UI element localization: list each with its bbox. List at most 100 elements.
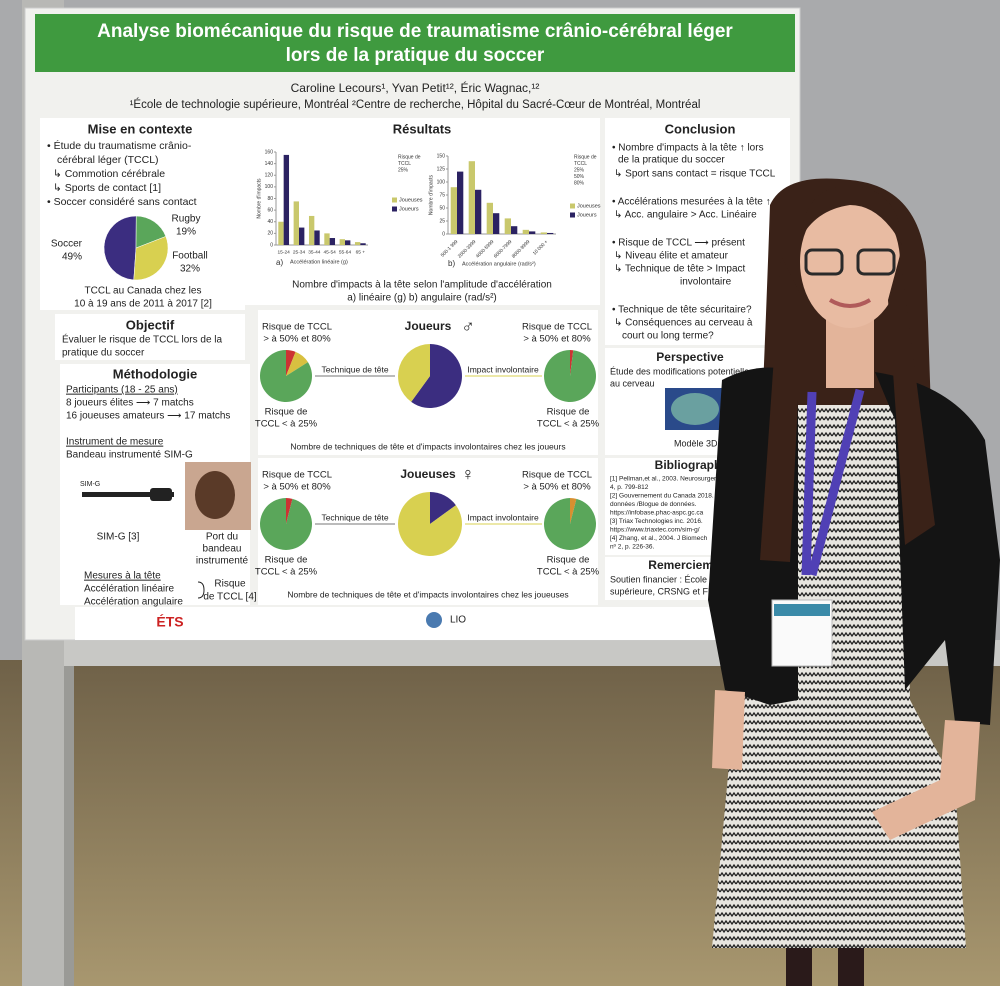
conclusion-line: ↳ Acc. angulaire > Acc. Linéaire	[614, 210, 757, 221]
risk-label: Risque de	[265, 407, 308, 418]
bar	[547, 232, 554, 234]
context-line: • Soccer considéré sans contact	[47, 196, 197, 208]
symbol: ♂	[461, 316, 475, 336]
y-axis-label: Nombre d'impacts	[256, 178, 262, 219]
brain	[671, 393, 719, 425]
reference: nº 2, p. 226-36.	[610, 544, 654, 551]
y-tick-label: 100	[437, 179, 446, 185]
photo-head	[195, 471, 235, 519]
poster-content: Analyse biomécanique du risque de trauma…	[40, 21, 790, 640]
results-box	[245, 118, 600, 305]
risk-label: TCCL < à 25%	[537, 567, 600, 578]
reference: 4, p. 799-812	[610, 484, 649, 491]
y-tick-label: 80	[267, 196, 273, 202]
authors: Caroline Lecours¹, Yvan Petit¹², Éric Wa…	[291, 80, 540, 95]
post-shadow	[64, 666, 74, 986]
bar	[457, 171, 464, 234]
risk-pie	[570, 350, 574, 376]
arrow-label: Technique de tête	[321, 512, 388, 522]
affiliations: ¹École de technologie supérieure, Montré…	[130, 98, 701, 111]
risk-label: > à 50% et 80%	[263, 482, 331, 493]
heading: Perspective	[656, 350, 724, 364]
y-tick-label: 0	[442, 231, 445, 237]
pie-value: 32%	[180, 264, 200, 275]
smile	[828, 298, 872, 308]
y-tick-label: 0	[270, 242, 273, 248]
context-line: cérébral léger (TCCL)	[57, 154, 159, 166]
conclusion-line: • Technique de tête sécuritaire?	[612, 305, 752, 316]
risk-legend: 25%	[574, 167, 585, 173]
risk-legend: TCCL	[574, 161, 587, 167]
legend-label: Joueuses	[399, 197, 423, 203]
caption: a) linéaire (g) b) angulaire (rad/s²)	[347, 293, 497, 304]
risk-pie	[544, 498, 597, 550]
person	[708, 178, 1000, 986]
risk-label: TCCL < à 25%	[255, 419, 318, 430]
brace	[197, 581, 205, 599]
conclusion-line: involontaire	[680, 277, 732, 288]
bar	[293, 201, 299, 245]
x-axis-label: Accélération angulaire (rad/s²)	[462, 261, 536, 267]
face	[800, 196, 900, 328]
risk-label: Risque de	[547, 555, 590, 566]
bar	[511, 226, 518, 234]
footnote: Nombre de techniques de tête et d'impact…	[287, 589, 568, 599]
risk-label: Risque de	[547, 407, 590, 418]
bar	[468, 161, 475, 234]
objective-box	[55, 314, 245, 360]
heading: Mise en contexte	[88, 121, 193, 136]
y-tick-label: 120	[265, 173, 274, 179]
y-tick-label: 50	[439, 205, 445, 211]
y-tick-label: 20	[267, 231, 273, 237]
heading: Conclusion	[665, 121, 736, 136]
footnote: Nombre de techniques de tête et d'impact…	[290, 441, 565, 451]
bar	[504, 218, 511, 234]
device	[150, 488, 172, 501]
legend-label: Joueurs	[577, 212, 597, 218]
logo: LIO	[450, 615, 466, 626]
conclusion-line: ↳ Niveau élite et amateur	[614, 251, 729, 262]
legend-label: Joueuses	[577, 203, 601, 209]
risk-pie	[260, 350, 312, 403]
y-axis-label: Nombre d'impacts	[428, 174, 434, 215]
risk-label: Risque de TCCL	[262, 470, 332, 481]
risk-pie	[286, 350, 296, 376]
perspective-line: Étude des modifications potentielles	[610, 366, 754, 376]
heading: Méthodologie	[113, 366, 198, 381]
risk-pie	[544, 350, 597, 402]
risk-pie	[260, 498, 313, 550]
reference: [4] Zhang, et al., 2004. J Biomech	[610, 535, 708, 542]
pie-value: 49%	[62, 252, 82, 263]
bar	[314, 230, 320, 245]
risk-label: Risque de TCCL	[522, 470, 592, 481]
risk-pie	[398, 492, 463, 557]
bar	[522, 229, 529, 234]
arrow-label: Impact involontaire	[467, 364, 539, 374]
logo-mark	[426, 612, 442, 628]
device-label: SIM-G	[80, 481, 100, 488]
legend-swatch	[570, 212, 575, 218]
x-tick-label: 45-54	[324, 249, 337, 255]
risk-legend: 80%	[574, 180, 585, 186]
hair-strand	[888, 255, 935, 545]
risk-label: > à 50% et 80%	[523, 334, 591, 345]
risk-label: > à 50% et 80%	[263, 334, 331, 345]
y-tick-label: 75	[439, 192, 445, 198]
caption: instrumenté	[196, 556, 249, 567]
conclusion-line: ↳ Technique de tête > Impact	[614, 264, 746, 275]
reference: [2] Gouvernement du Canada 2018.	[610, 493, 714, 500]
bar	[493, 213, 500, 234]
risk-label: Risque de TCCL	[522, 322, 592, 333]
conclusion-line: ↳ Sport sans contact = risque TCCL	[614, 169, 776, 180]
risk-legend: TCCL	[398, 161, 411, 167]
y-tick-label: 125	[437, 166, 446, 172]
legend-label: Joueurs	[399, 206, 419, 212]
caption: Risque	[214, 579, 246, 590]
method-line: 16 joueuses amateurs ⟶ 17 matchs	[66, 411, 230, 422]
badge-band	[774, 604, 830, 616]
measure-line: Mesures à la tête	[84, 571, 161, 582]
risk-pie	[411, 344, 462, 408]
risk-label: TCCL < à 25%	[255, 567, 318, 578]
glasses	[856, 248, 896, 276]
bar	[475, 189, 482, 234]
